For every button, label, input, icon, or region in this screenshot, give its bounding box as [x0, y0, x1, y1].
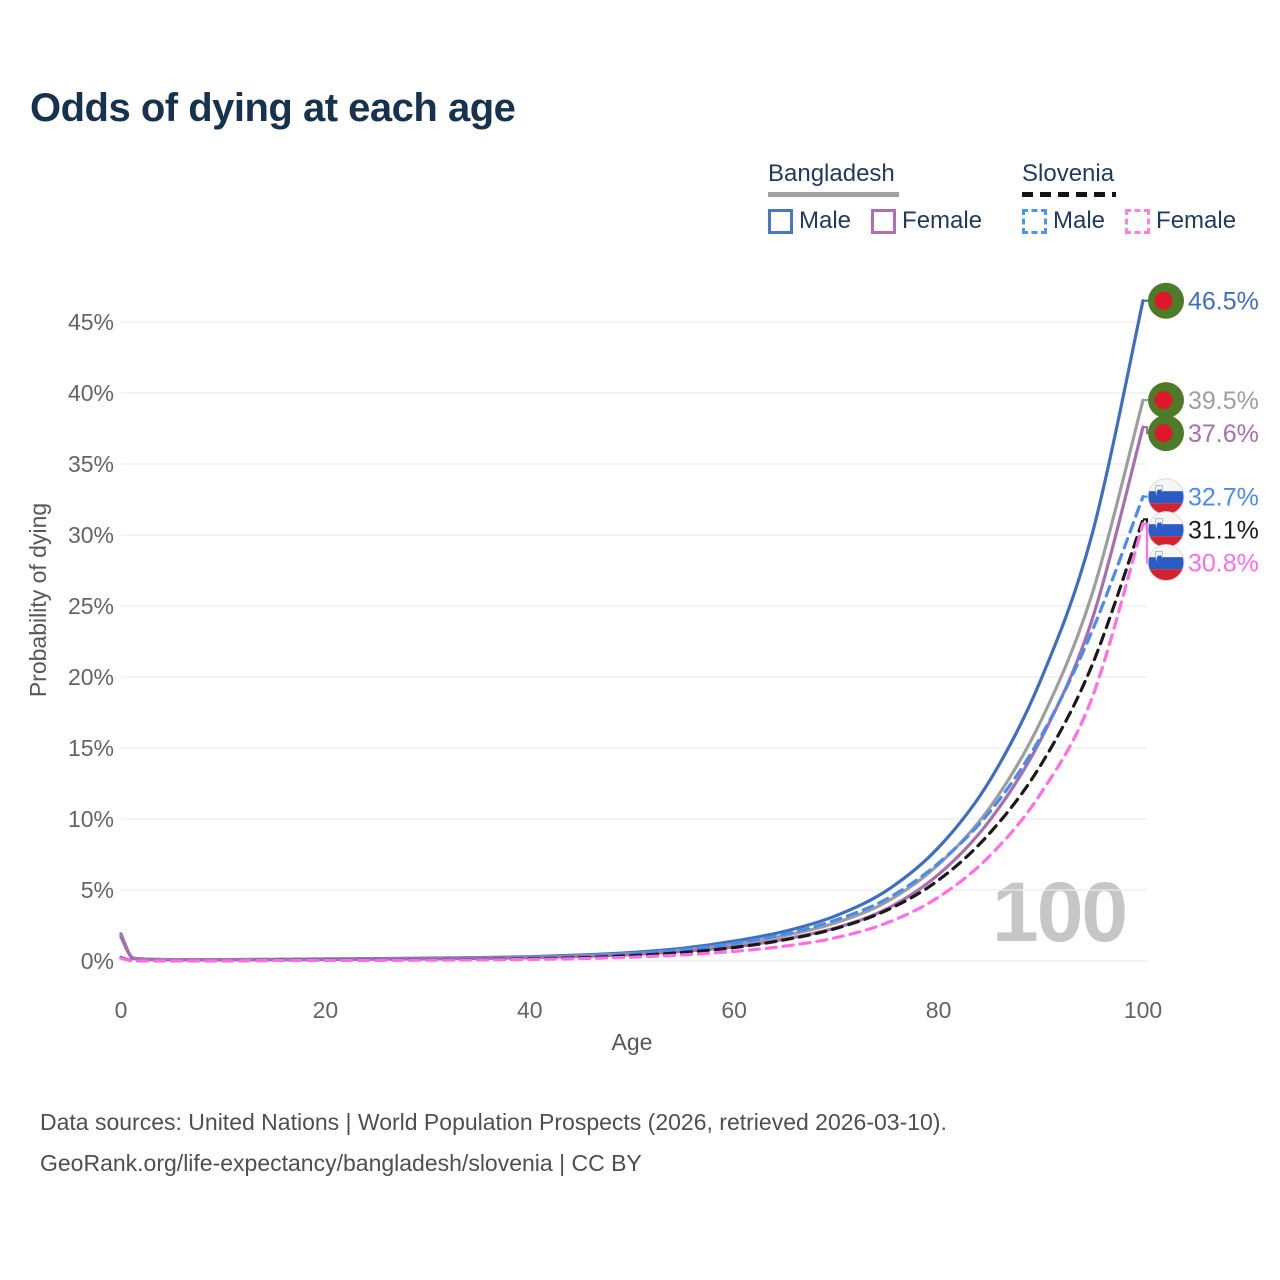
slovenia-dashed-line-swatch [1022, 192, 1116, 197]
bangladesh-female-checkbox [871, 208, 897, 234]
legend-label: Male [799, 207, 852, 234]
bangladesh-flag-icon [1148, 415, 1184, 452]
legend-group-bangladesh: Bangladesh Male Female [768, 160, 982, 235]
legend-item-slovenia-female[interactable]: Female [1125, 207, 1236, 235]
legend-item-bangladesh-female[interactable]: Female [871, 207, 982, 235]
slovenia-female-checkbox [1125, 208, 1151, 234]
legend-label: Female [902, 207, 983, 234]
end-value-label-bangladesh-female: 37.6% [1188, 420, 1259, 448]
slovenia-flag-icon [1147, 544, 1185, 582]
slovenia-flag-icon [1147, 478, 1185, 516]
bangladesh-male-checkbox [768, 208, 793, 234]
series-line-bangladesh-female [119, 425, 1145, 962]
y-tick-label: 5% [81, 877, 114, 903]
legend-items-bangladesh: Male Female [768, 207, 982, 235]
x-tick-label: 100 [1124, 997, 1162, 1023]
data-sources-line: Data sources: United Nations | World Pop… [40, 1109, 947, 1135]
legend-label: Female [1156, 207, 1237, 234]
y-axis-label: Probability of dying [25, 503, 51, 697]
legend-item-slovenia-male[interactable]: Male [1022, 207, 1105, 235]
y-tick-label: 30% [68, 522, 114, 548]
legend-items-slovenia: Male Female [1022, 207, 1236, 235]
y-tick-label: 40% [68, 380, 114, 406]
y-tick-label: 15% [68, 735, 114, 761]
y-tick-label: 20% [68, 664, 114, 690]
legend-group-title-bangladesh: Bangladesh [768, 160, 895, 187]
slovenia-male-checkbox [1022, 208, 1047, 234]
series-line-slovenia-both-sexes [119, 517, 1145, 963]
end-label-connector [1143, 522, 1149, 564]
series-line-slovenia-female [119, 522, 1145, 963]
x-tick-label: 60 [721, 997, 747, 1023]
slovenia-flag-icon [1147, 511, 1185, 549]
legend-item-bangladesh-male[interactable]: Male [768, 207, 851, 235]
y-tick-label: 45% [68, 309, 114, 335]
bangladesh-flag-icon [1148, 382, 1184, 419]
bangladesh-solid-line-swatch [768, 192, 899, 197]
legend-group-slovenia: Slovenia Male Female [1022, 160, 1236, 235]
chart-title: Odds of dying at each age [30, 86, 516, 130]
y-tick-label: 35% [68, 451, 114, 477]
legend-group-title-slovenia: Slovenia [1022, 160, 1115, 187]
x-tick-label: 40 [517, 997, 543, 1023]
end-value-label-bangladesh-male: 46.5% [1188, 288, 1259, 316]
series-line-bangladesh-both-sexes [119, 398, 1145, 962]
end-value-label-slovenia-male: 32.7% [1188, 484, 1259, 512]
legend-label: Male [1053, 207, 1106, 234]
series-line-slovenia-male [119, 495, 1145, 963]
y-tick-label: 10% [68, 806, 114, 832]
y-tick-label: 0% [81, 948, 114, 974]
footer: Data sources: United Nations | World Pop… [40, 1102, 1250, 1184]
series-line-bangladesh-male [119, 299, 1145, 962]
x-tick-label: 80 [926, 997, 952, 1023]
y-tick-label: 25% [68, 593, 114, 619]
end-value-label-slovenia-female: 30.8% [1188, 550, 1259, 578]
x-tick-label: 0 [115, 997, 128, 1023]
x-tick-label: 20 [313, 997, 339, 1023]
end-value-label-bangladesh-both-sexes: 39.5% [1188, 387, 1259, 415]
x-axis-label: Age [612, 1029, 653, 1055]
age-counter-watermark: 100 [992, 865, 1128, 959]
attribution-line: GeoRank.org/life-expectancy/bangladesh/s… [40, 1150, 642, 1176]
bangladesh-flag-icon [1148, 282, 1184, 319]
end-value-label-slovenia-both-sexes: 31.1% [1188, 517, 1259, 545]
